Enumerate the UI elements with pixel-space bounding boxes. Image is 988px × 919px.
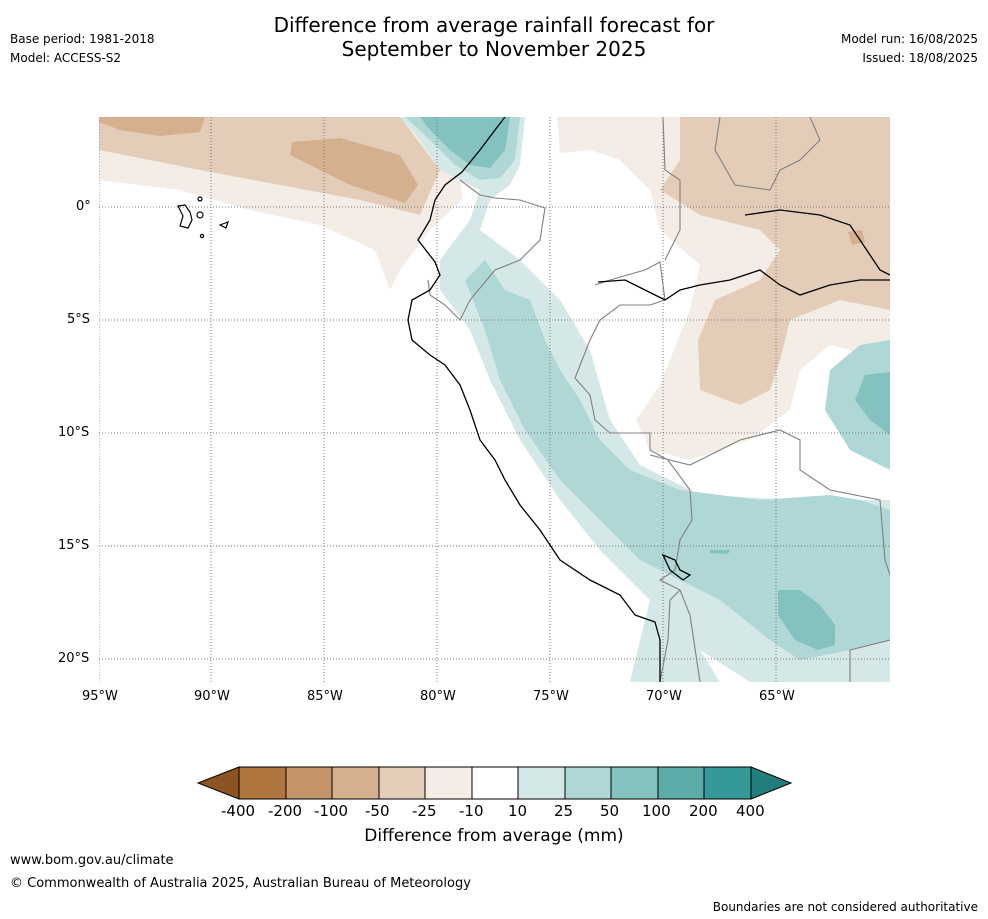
lat-label-20s: 20°S — [58, 651, 90, 666]
lon-label-65w: 65°W — [759, 689, 795, 704]
map-title-line2: September to November 2025 — [341, 37, 647, 61]
legend-tick-pos100: 100 — [642, 802, 671, 820]
disclaimer-text: Boundaries are not considered authoritat… — [712, 900, 978, 914]
lon-label-90w: 90°W — [194, 689, 230, 704]
legend-tick-pos200: 200 — [689, 802, 718, 820]
wet-zone-east-mid — [825, 340, 890, 470]
wet-zone-east-strong — [855, 372, 890, 435]
issued-date-text: Issued: 18/08/2025 — [862, 51, 978, 65]
legend-tick-neg50: -50 — [365, 802, 390, 820]
legend-tick-pos50: 50 — [600, 802, 620, 820]
dry-zone-pacific-strong-a — [290, 138, 418, 203]
lon-label-95w: 95°W — [82, 689, 118, 704]
lat-label-10s: 10°S — [58, 425, 90, 440]
legend-tick-pos10: 10 — [508, 802, 528, 820]
wet-zone-north-strong — [420, 117, 510, 168]
map-frame — [99, 117, 890, 682]
dry-zone-pacific-strong-b — [99, 117, 205, 136]
wet-zone-small-patch — [710, 550, 730, 554]
wet-zone-andes-mid — [465, 260, 890, 660]
legend-title: Difference from average (mm) — [364, 826, 624, 846]
galapagos-islands — [177, 196, 229, 239]
wet-zone-bolivia-strong — [778, 590, 835, 650]
dry-zone-pacific-mid — [99, 117, 440, 215]
legend-tick-neg400: -400 — [221, 802, 256, 820]
gridlines — [99, 117, 890, 682]
lat-label-5s: 5°S — [67, 312, 91, 327]
legend-tick-pos400: 400 — [736, 802, 765, 820]
base-period-text: Base period: 1981-2018 — [10, 32, 155, 46]
legend-tick-neg25: -25 — [412, 802, 437, 820]
lat-label-15s: 15°S — [58, 538, 90, 553]
legend-tick-neg200: -200 — [268, 802, 303, 820]
coastline — [407, 117, 890, 682]
lon-label-70w: 70°W — [646, 689, 682, 704]
website-text: www.bom.gov.au/climate — [10, 853, 174, 868]
copyright-text: © Commonwealth of Australia 2025, Austra… — [10, 876, 471, 891]
legend-tick-row: -400 -200 -100 -50 -25 -10 10 25 50 100 … — [0, 802, 988, 822]
lat-label-0: 0° — [76, 199, 91, 214]
lon-label-85w: 85°W — [307, 689, 343, 704]
lon-label-75w: 75°W — [533, 689, 569, 704]
model-run-text: Model run: 16/08/2025 — [840, 32, 978, 46]
dry-zone-amazon-mid — [660, 117, 890, 405]
map-title-line1: Difference from average rainfall forecas… — [273, 13, 715, 37]
legend-tick-neg10: -10 — [459, 802, 484, 820]
legend-tick-neg100: -100 — [314, 802, 349, 820]
model-name-text: Model: ACCESS-S2 — [10, 51, 122, 65]
lon-label-80w: 80°W — [420, 689, 456, 704]
legend-tick-pos25: 25 — [554, 802, 574, 820]
